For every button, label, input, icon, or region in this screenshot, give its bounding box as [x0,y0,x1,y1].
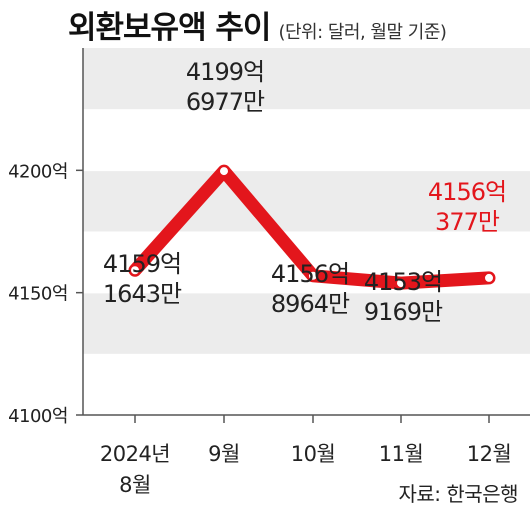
data-label: 6977만 [186,88,265,116]
data-label: 4153억 [364,268,442,296]
data-point [130,265,140,276]
data-label: 9169만 [364,298,443,326]
data-label: 1643만 [103,280,182,308]
x-tick-label: 8월 [119,473,151,497]
grid-band [83,292,530,354]
x-tick-label: 2024년 [100,442,170,466]
x-tick-label: 9월 [208,442,240,466]
chart-title-block: 외환보유액 추이 (단위: 달러, 월말 기준) [68,2,447,47]
grid-band [83,48,530,110]
y-tick-label: 4150억 [8,284,68,305]
chart-title: 외환보유액 추이 [68,10,271,46]
data-label: 4156억 [428,178,506,206]
y-tick-label: 4100억 [8,406,68,427]
x-tick-label: 11월 [379,442,424,466]
chart-unit: (단위: 달러, 월말 기준) [278,22,447,43]
data-point [308,270,318,281]
data-label: 4156억 [271,260,349,288]
source-credit: 자료: 한국은행 [398,482,519,506]
x-tick-label: 10월 [291,442,336,466]
data-label: 8964만 [271,290,350,318]
data-label: 4199억 [186,58,264,86]
y-tick-label: 4200억 [8,161,68,182]
data-point [396,278,406,289]
data-label: 377만 [435,208,500,236]
data-point [219,166,229,177]
x-tick-label: 12월 [467,442,512,466]
data-label: 4159억 [103,250,181,278]
data-point [484,272,494,283]
grid-band [83,170,530,232]
